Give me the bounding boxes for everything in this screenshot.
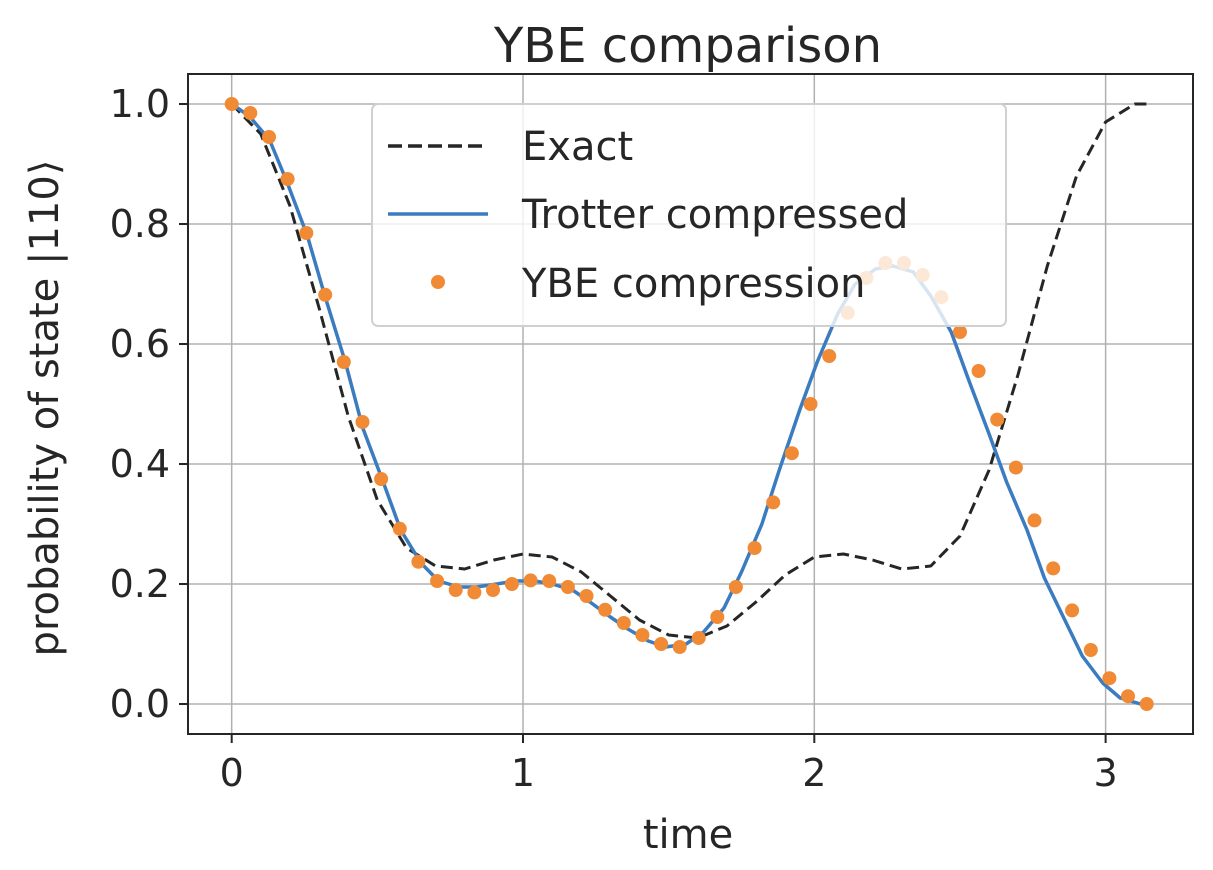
legend-swatch-ybe <box>431 275 445 289</box>
ybe-point <box>616 616 631 630</box>
ybe-point <box>299 226 314 240</box>
ybe-point <box>542 574 557 588</box>
y-tick-label: 0.6 <box>110 322 170 366</box>
ybe-point <box>728 580 743 594</box>
y-tick-label: 1.0 <box>110 82 170 126</box>
ybe-point <box>374 472 389 486</box>
ybe-point <box>971 364 986 378</box>
y-axis-label: probability of state |110⟩ <box>22 160 68 657</box>
ybe-point <box>262 130 276 144</box>
ybe-point <box>1046 561 1061 576</box>
ticks: 0 1 2 3 0.0 0.2 0.4 0.6 0.8 1.0 <box>110 82 1118 795</box>
ybe-point <box>579 589 594 603</box>
ybe-point <box>654 637 669 651</box>
x-axis-label: time <box>643 812 733 858</box>
ybe-point <box>1027 513 1042 528</box>
ybe-point <box>448 583 463 597</box>
ybe-point <box>224 97 239 111</box>
ybe-point <box>1065 603 1080 618</box>
legend-label-trotter: Trotter compressed <box>521 192 908 238</box>
ybe-point <box>747 541 762 555</box>
ybe-point <box>990 412 1005 427</box>
ybe-point <box>392 521 407 536</box>
x-tick-label: 3 <box>1094 751 1118 795</box>
plot-frame <box>187 73 1194 735</box>
ybe-point <box>766 495 781 510</box>
ybe-point <box>243 106 258 120</box>
legend-box <box>371 103 1007 327</box>
ybe-point <box>355 415 370 429</box>
ybe-point <box>803 397 818 411</box>
ybe-point <box>560 580 575 594</box>
chart-title: YBE comparison <box>493 18 882 74</box>
ybe-point <box>430 574 445 588</box>
ybe-point <box>1008 460 1023 475</box>
ybe-point <box>635 628 650 642</box>
x-tick-label: 0 <box>220 751 244 795</box>
ybe-point <box>523 573 538 588</box>
x-tick-label: 2 <box>802 751 826 795</box>
x-tick-label: 1 <box>511 751 535 795</box>
ybe-point <box>1139 697 1154 711</box>
ybe-point <box>280 172 295 186</box>
series-line-exact <box>230 102 1147 640</box>
legend: Exact Trotter compressed YBE compression <box>371 103 1007 327</box>
ybe-point <box>318 287 333 302</box>
y-tick-label: 0.4 <box>110 442 170 486</box>
ybe-point <box>411 554 426 569</box>
legend-label-ybe: YBE compression <box>521 261 865 307</box>
ybe-point <box>336 355 351 369</box>
legend-label-exact: Exact <box>522 124 633 170</box>
ybe-point <box>953 325 967 339</box>
y-tick-label: 0.8 <box>110 202 170 246</box>
ybe-point <box>691 631 706 645</box>
ybe-point <box>1083 643 1098 657</box>
ybe-point <box>598 602 613 617</box>
ybe-point <box>1102 671 1117 686</box>
y-tick-label: 0.2 <box>110 562 170 606</box>
y-tick-label: 0.0 <box>110 682 170 726</box>
ybe-point <box>467 585 482 600</box>
ybe-point <box>784 446 799 461</box>
ybe-point <box>710 610 725 624</box>
ybe-point <box>486 583 500 597</box>
ybe-point <box>504 577 519 591</box>
ybe-point <box>822 349 837 363</box>
ybe-point <box>1121 689 1135 704</box>
ybe-point <box>672 640 687 654</box>
